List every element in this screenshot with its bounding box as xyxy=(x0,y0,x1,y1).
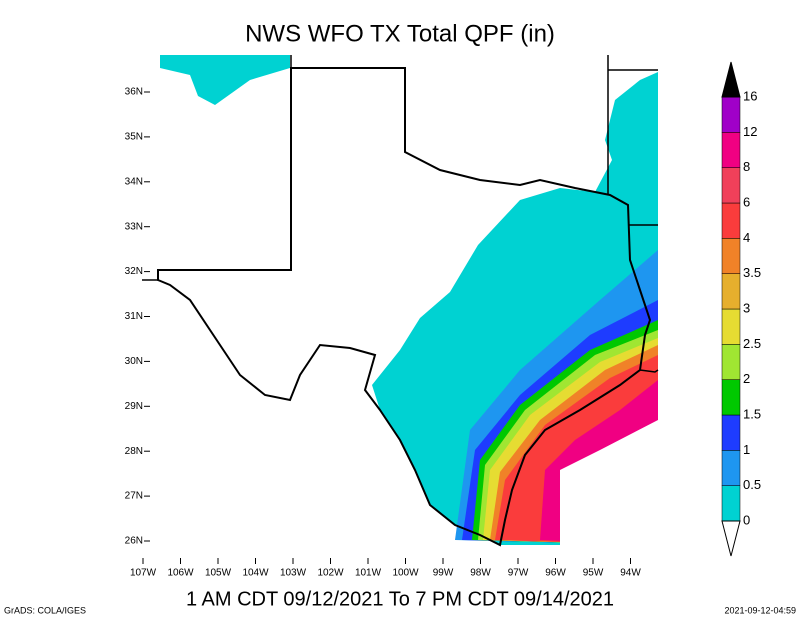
lon-label: 96W xyxy=(545,568,566,579)
colorbar-label: 16 xyxy=(743,88,757,103)
colorbar-segment xyxy=(721,167,741,204)
colorbar-segment xyxy=(721,96,741,133)
colorbar-top-arrow xyxy=(721,61,741,98)
lon-label: 99W xyxy=(433,568,454,579)
colorbar-segment xyxy=(721,308,741,345)
lat-label: 31N xyxy=(125,311,143,322)
colorbar-bottom-arrow xyxy=(721,520,741,557)
lon-label: 103W xyxy=(280,568,307,579)
lat-axis: 36N 35N 34N 33N 32N 31N 30N 29N 28N 27N 26N xyxy=(125,87,150,547)
colorbar-label: 3.5 xyxy=(743,265,761,280)
lon-axis: 107W 106W 105W 104W 103W 102W 101W 100W 99W 98W 97… xyxy=(130,558,641,579)
colorbar-segment xyxy=(721,344,741,380)
lon-label: 98W xyxy=(470,568,491,579)
lat-label: 36N xyxy=(125,87,143,98)
lon-label: 94W xyxy=(620,568,641,579)
colorbar-label: 4 xyxy=(743,230,750,245)
colorbar-label: 2.5 xyxy=(743,336,761,351)
lat-label: 26N xyxy=(125,536,143,547)
lat-label: 32N xyxy=(125,266,143,277)
lat-label: 29N xyxy=(125,401,143,412)
colorbar-segment xyxy=(721,379,741,416)
lon-label: 107W xyxy=(130,568,157,579)
colorbar-label: 12 xyxy=(743,124,757,139)
lon-label: 104W xyxy=(242,568,269,579)
lon-label: 95W xyxy=(583,568,604,579)
lat-label: 30N xyxy=(125,356,143,367)
colorbar-segment xyxy=(721,485,741,522)
lat-label: 35N xyxy=(125,132,143,143)
colorbar-segment xyxy=(721,132,741,168)
colorbar-segment xyxy=(721,450,741,486)
lat-label: 34N xyxy=(125,176,143,187)
lat-label: 33N xyxy=(125,221,143,232)
footer-timestamp: 2021-09-12-04:59 xyxy=(724,605,796,615)
colorbar-label: 1 xyxy=(743,442,750,457)
colorbar-label: 1.5 xyxy=(743,406,761,421)
colorbar-label: 2 xyxy=(743,371,750,386)
colorbar-label: 6 xyxy=(743,194,750,209)
colorbar-label: 8 xyxy=(743,159,750,174)
lon-label: 97W xyxy=(508,568,529,579)
colorbar-segment xyxy=(721,238,741,274)
colorbar-segment xyxy=(721,414,741,451)
colorbar-segment xyxy=(721,202,741,239)
gulf-blank xyxy=(540,420,658,560)
precip-nm xyxy=(160,55,290,105)
colorbar-label: 0.5 xyxy=(743,477,761,492)
lon-label: 106W xyxy=(167,568,194,579)
lon-label: 102W xyxy=(317,568,344,579)
subtitle: 1 AM CDT 09/12/2021 To 7 PM CDT 09/14/20… xyxy=(186,588,614,610)
title: NWS WFO TX Total QPF (in) xyxy=(245,20,555,47)
footer-software: GrADS: COLA/IGES xyxy=(4,605,86,615)
texas-outline xyxy=(157,67,652,547)
lon-label: 105W xyxy=(205,568,232,579)
lat-label: 28N xyxy=(125,446,143,457)
colorbar-label: 0 xyxy=(743,512,750,527)
coast xyxy=(639,369,659,373)
colorbar-segment xyxy=(721,273,741,310)
lon-label: 100W xyxy=(392,568,419,579)
lat-label: 27N xyxy=(125,491,143,502)
colorbar-label: 3 xyxy=(743,300,750,315)
colorbar: 0 0.5 1 1.5 2 2.5 3 3.5 4 6 8 12 16 xyxy=(721,61,761,557)
lon-label: 101W xyxy=(355,568,382,579)
